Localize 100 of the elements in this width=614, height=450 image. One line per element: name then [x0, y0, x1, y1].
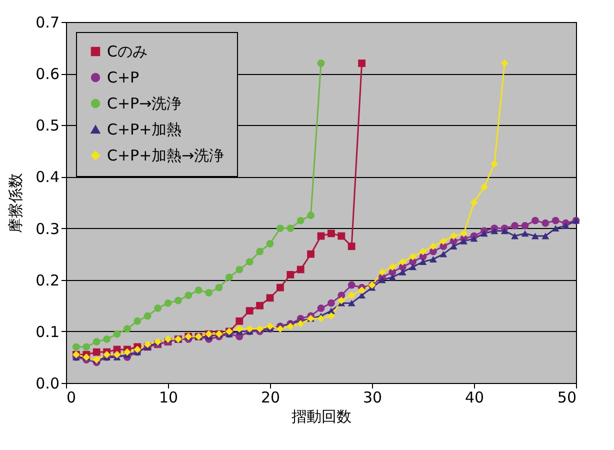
point: [440, 250, 448, 258]
legend-label: C+P: [107, 68, 140, 86]
point: [296, 216, 304, 224]
point: [236, 266, 244, 274]
point: [358, 60, 366, 67]
point: [440, 237, 448, 245]
point: [562, 222, 570, 229]
point: [144, 312, 152, 320]
point: [398, 258, 406, 266]
y-tick-label: 0.7: [36, 14, 60, 32]
point: [276, 325, 284, 333]
point: [296, 320, 304, 328]
point: [246, 307, 254, 315]
point: [92, 348, 100, 356]
point: [246, 258, 254, 266]
point: [286, 270, 294, 278]
point: [134, 317, 142, 325]
point: [521, 230, 529, 237]
x-tick-label: 30: [362, 388, 382, 406]
point: [440, 242, 448, 250]
point: [317, 304, 325, 312]
point: [286, 224, 294, 232]
point: [123, 348, 131, 356]
point: [542, 232, 550, 240]
point: [531, 232, 539, 240]
point: [103, 335, 111, 343]
point: [225, 274, 233, 281]
point: [552, 216, 560, 224]
x-tick-label: 50: [557, 388, 576, 406]
legend-label: Cのみ: [107, 42, 148, 60]
point: [246, 325, 254, 333]
point: [236, 325, 244, 333]
y-tick-label: 0.0: [36, 374, 60, 392]
point: [266, 294, 274, 302]
point: [450, 243, 458, 250]
point: [276, 284, 284, 292]
point: [378, 276, 386, 284]
point: [205, 289, 213, 296]
point: [552, 225, 560, 232]
point: [144, 340, 152, 348]
point: [348, 300, 356, 306]
point: [409, 264, 417, 270]
point: [511, 222, 519, 230]
point: [113, 330, 121, 338]
point: [307, 250, 315, 258]
point: [358, 286, 366, 294]
point: [450, 232, 458, 240]
point: [500, 228, 508, 234]
point: [542, 219, 550, 227]
point: [256, 302, 264, 310]
point: [460, 238, 468, 244]
y-tick-label: 0.2: [36, 271, 60, 290]
point: [317, 60, 325, 67]
point: [358, 292, 366, 299]
point: [388, 274, 396, 280]
point: [429, 242, 437, 250]
point: [317, 314, 325, 322]
point: [348, 292, 356, 300]
legend-label: C+P→洗浄: [107, 94, 182, 112]
y-tick-label: 0.6: [36, 65, 60, 84]
point: [409, 252, 417, 260]
point: [296, 266, 304, 274]
point: [256, 248, 264, 256]
point: [338, 296, 346, 304]
x-tick-label: 20: [260, 388, 280, 406]
y-tick-label: 0.5: [36, 116, 60, 135]
point: [480, 230, 488, 237]
point: [419, 258, 427, 266]
point: [521, 222, 529, 230]
point: [72, 343, 80, 351]
point: [327, 230, 335, 238]
point: [398, 268, 406, 276]
x-tick-label: 40: [464, 388, 484, 406]
point: [154, 304, 162, 312]
legend-label: C+P+加熱→洗浄: [107, 146, 224, 164]
point: [470, 235, 478, 242]
point: [327, 299, 335, 307]
point: [490, 228, 498, 234]
point: [419, 248, 427, 256]
y-tick-label: 0.3: [36, 220, 60, 238]
point: [194, 286, 202, 294]
point: [429, 256, 437, 262]
point: [378, 268, 386, 276]
point: [388, 263, 396, 271]
legend-label: C+P+加熱: [107, 120, 182, 138]
point: [348, 281, 356, 289]
point: [103, 350, 111, 358]
y-tick-label: 0.4: [36, 168, 60, 186]
point: [348, 242, 356, 250]
point: [134, 346, 142, 354]
point: [174, 296, 182, 304]
point: [338, 232, 346, 240]
point: [286, 322, 294, 330]
point: [123, 325, 131, 333]
point: [184, 292, 192, 300]
x-tick-label: 0: [66, 388, 76, 406]
point: [276, 224, 284, 232]
point: [82, 343, 90, 351]
point: [511, 232, 519, 240]
point: [92, 338, 100, 346]
